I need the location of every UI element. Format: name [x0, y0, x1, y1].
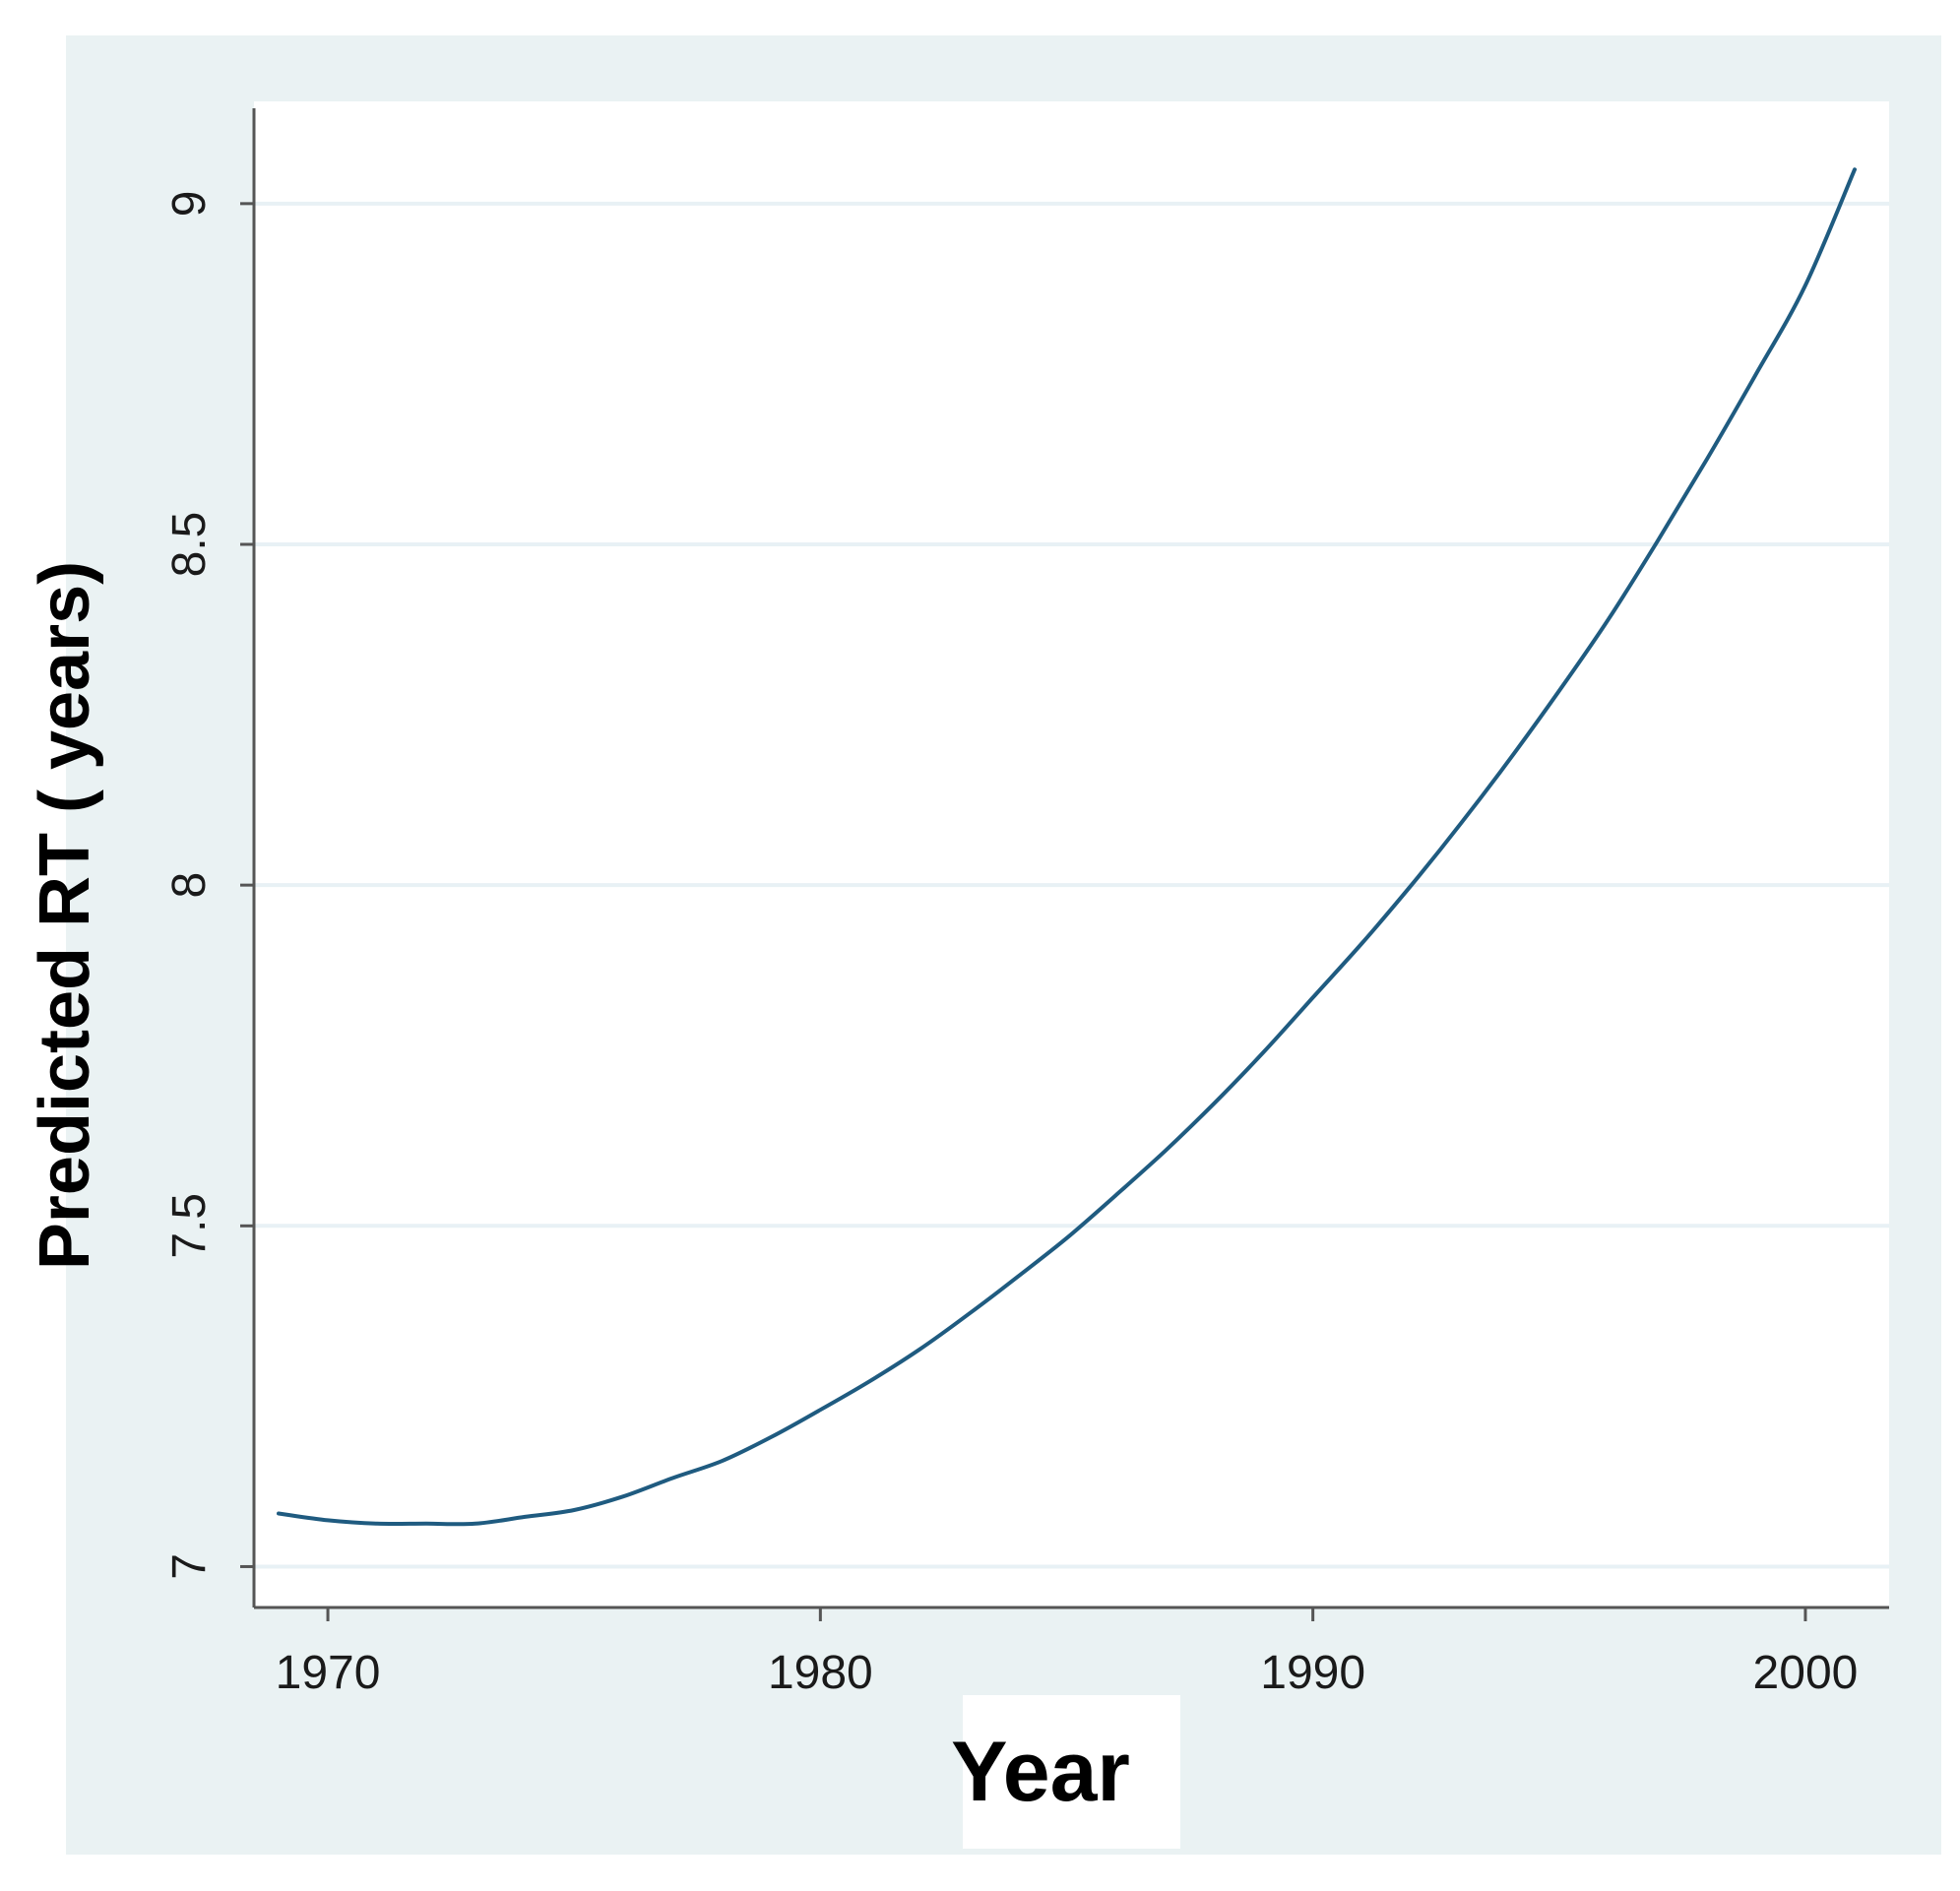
gridlines [254, 201, 1889, 1569]
y-tick-label: 9 [163, 190, 216, 217]
plot-area [254, 101, 1889, 1607]
ticks: 7 7.5 8 8.5 9 1970 1980 1990 2000 [163, 190, 1858, 1699]
x-tick-label: 1980 [768, 1647, 873, 1699]
x-tick-label: 1990 [1260, 1647, 1365, 1699]
y-tick-label: 8.5 [163, 512, 216, 578]
y-tick-label: 8 [163, 872, 216, 899]
series-line [277, 167, 1857, 1527]
y-tick-label: 7.5 [163, 1193, 216, 1259]
y-axis-title: Predicted RT ( years) [26, 561, 104, 1270]
x-axis-title: Year [951, 1725, 1130, 1819]
series-layer [277, 167, 1857, 1527]
x-tick-label: 1970 [276, 1647, 381, 1699]
x-axis-title-background [963, 1695, 1180, 1849]
y-tick-label: 7 [163, 1553, 216, 1580]
x-tick-label: 2000 [1753, 1647, 1859, 1699]
